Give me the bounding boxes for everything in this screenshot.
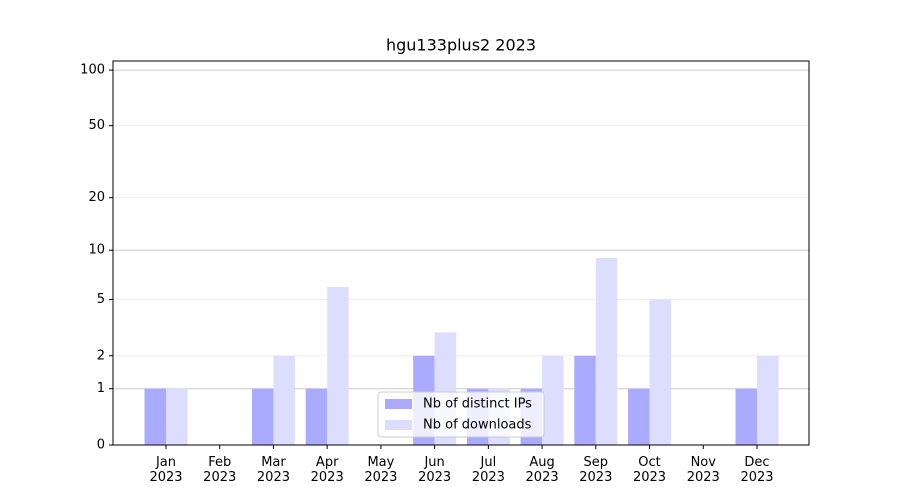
y-tick-label: 20	[88, 190, 105, 205]
y-tick-label: 50	[88, 118, 105, 133]
x-tick-label: Oct 2023	[633, 455, 666, 485]
bar	[144, 388, 166, 445]
x-tick-label: Dec 2023	[740, 455, 773, 485]
x-tick-label: Nov 2023	[687, 455, 720, 485]
x-tick-label: Mar 2023	[257, 455, 290, 485]
y-tick-label: 0	[97, 438, 105, 453]
bar	[273, 355, 295, 445]
legend-label: Nb of downloads	[423, 418, 532, 433]
bar	[305, 388, 328, 445]
bar	[595, 257, 618, 445]
bar	[166, 388, 188, 445]
bar	[251, 388, 274, 445]
x-tick-label: Aug 2023	[526, 455, 559, 485]
bar	[574, 355, 596, 445]
y-tick-label: 5	[97, 292, 105, 307]
x-tick-label: Apr 2023	[311, 455, 344, 485]
y-tick-label: 10	[88, 243, 105, 258]
bar	[735, 388, 757, 445]
bar	[542, 355, 564, 445]
legend-box	[377, 391, 545, 438]
bar	[327, 286, 349, 445]
x-tick-label: Feb 2023	[203, 455, 236, 485]
legend: Nb of distinct IPs Nb of downloads	[377, 391, 545, 438]
legend-label: Nb of distinct IPs	[423, 397, 532, 412]
y-tick-label: 2	[97, 348, 105, 363]
x-tick-label: Jul 2023	[472, 455, 505, 485]
bar	[757, 355, 779, 445]
legend-swatch	[385, 399, 412, 409]
legend-swatch	[385, 420, 412, 430]
x-tick-label: Sep 2023	[579, 455, 612, 485]
x-tick-label: Jun 2023	[418, 455, 451, 485]
chart-title: hgu133plus2 2023	[386, 36, 536, 55]
bar	[649, 299, 672, 445]
y-tick-label: 100	[80, 63, 105, 78]
x-tick-label: Jan 2023	[149, 455, 182, 485]
x-tick-label: May 2023	[364, 455, 397, 485]
plot-frame	[112, 60, 810, 446]
bar	[628, 388, 650, 445]
y-tick-label: 1	[97, 381, 105, 396]
